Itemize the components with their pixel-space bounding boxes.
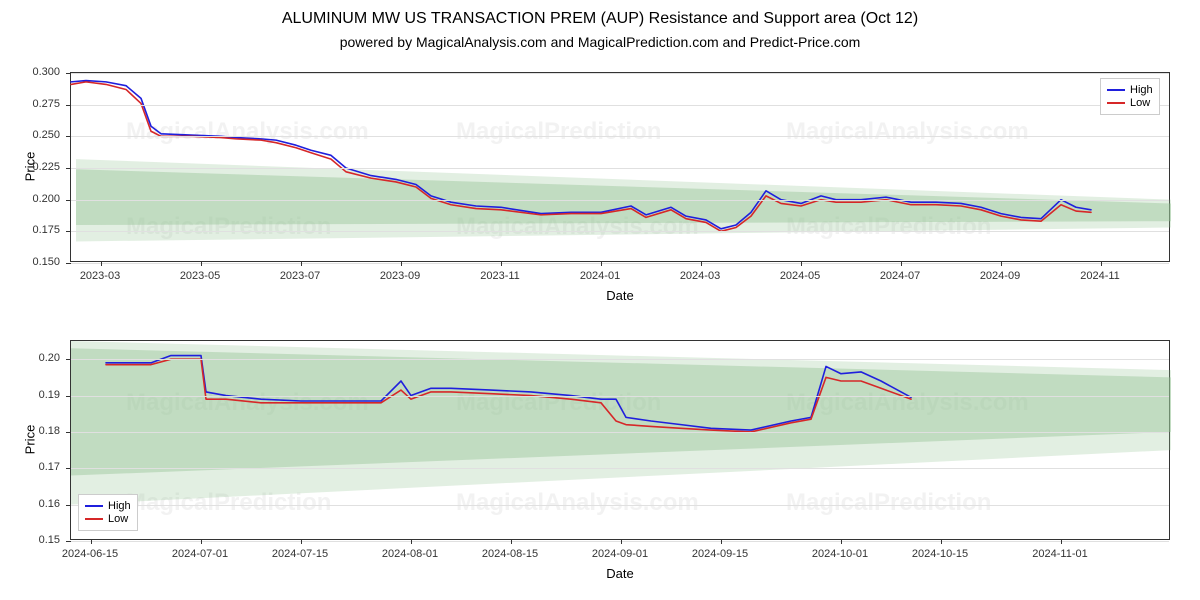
y-tick-label: 0.225	[10, 161, 60, 173]
y-tick-label: 0.20	[10, 352, 60, 364]
x-tick-label: 2024-10-15	[912, 548, 968, 560]
x-axis-label-1: Date	[70, 288, 1170, 303]
y-tick-label: 0.150	[10, 256, 60, 268]
legend-1: HighLow	[1100, 78, 1160, 115]
y-tick-label: 0.16	[10, 498, 60, 510]
chart-plot-2	[71, 341, 1169, 539]
legend-item: High	[1107, 84, 1153, 96]
x-tick-label: 2024-09-15	[692, 548, 748, 560]
y-tick-label: 0.175	[10, 224, 60, 236]
legend-label: High	[1130, 84, 1153, 96]
x-tick-label: 2023-03	[80, 270, 120, 282]
x-tick-label: 2023-09	[380, 270, 420, 282]
legend-swatch	[85, 518, 103, 520]
legend-swatch	[1107, 89, 1125, 91]
chart-title: ALUMINUM MW US TRANSACTION PREM (AUP) Re…	[0, 10, 1200, 28]
x-tick-label: 2024-08-01	[382, 548, 438, 560]
x-tick-label: 2024-07-01	[172, 548, 228, 560]
legend-swatch	[1107, 102, 1125, 104]
y-tick-label: 0.275	[10, 98, 60, 110]
legend-label: Low	[1130, 97, 1150, 109]
legend-label: High	[108, 500, 131, 512]
chart-panel-2: MagicalAnalysis.comMagicalPredictionMagi…	[70, 340, 1170, 540]
y-tick-label: 0.250	[10, 129, 60, 141]
chart-panel-1: MagicalAnalysis.comMagicalPredictionMagi…	[70, 72, 1170, 262]
x-tick-label: 2024-07	[880, 270, 920, 282]
y-tick-label: 0.300	[10, 66, 60, 78]
x-tick-label: 2024-08-15	[482, 548, 538, 560]
x-tick-label: 2024-09-01	[592, 548, 648, 560]
x-tick-label: 2024-06-15	[62, 548, 118, 560]
legend-item: High	[85, 500, 131, 512]
x-tick-label: 2024-11	[1080, 270, 1120, 282]
y-tick-label: 0.200	[10, 193, 60, 205]
y-tick-label: 0.19	[10, 389, 60, 401]
x-tick-label: 2023-07	[280, 270, 320, 282]
x-tick-label: 2023-05	[180, 270, 220, 282]
x-axis-label-2: Date	[70, 566, 1170, 581]
legend-label: Low	[108, 513, 128, 525]
legend-swatch	[85, 505, 103, 507]
x-tick-label: 2024-09	[980, 270, 1020, 282]
x-tick-label: 2024-10-01	[812, 548, 868, 560]
x-tick-label: 2024-03	[680, 270, 720, 282]
legend-2: HighLow	[78, 494, 138, 531]
x-tick-label: 2024-01	[580, 270, 620, 282]
y-tick-label: 0.17	[10, 461, 60, 473]
legend-item: Low	[85, 513, 131, 525]
y-tick-label: 0.15	[10, 534, 60, 546]
x-tick-label: 2024-07-15	[272, 548, 328, 560]
x-tick-label: 2024-05	[780, 270, 820, 282]
chart-subtitle: powered by MagicalAnalysis.com and Magic…	[0, 34, 1200, 50]
x-tick-label: 2023-11	[480, 270, 520, 282]
x-tick-label: 2024-11-01	[1032, 548, 1087, 560]
y-tick-label: 0.18	[10, 425, 60, 437]
legend-item: Low	[1107, 97, 1153, 109]
chart-container: ALUMINUM MW US TRANSACTION PREM (AUP) Re…	[0, 0, 1200, 600]
chart-plot-1	[71, 73, 1169, 261]
